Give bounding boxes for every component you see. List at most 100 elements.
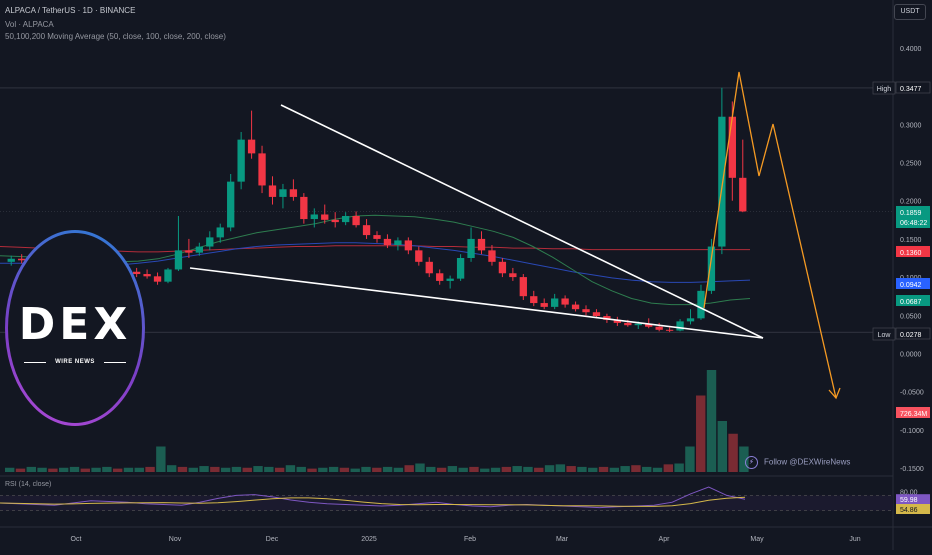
volume-bar (436, 467, 447, 472)
candle-body (488, 250, 496, 262)
price-label-tag-text: High (877, 86, 892, 93)
candle-body (331, 219, 339, 223)
volume-bar (501, 466, 512, 472)
candle-body (571, 304, 580, 310)
rsi-band (0, 495, 893, 511)
candle-body (686, 318, 695, 322)
price-tick-label: 0.2500 (900, 161, 922, 168)
price-label-box (896, 278, 930, 289)
time-tick-label: Oct (71, 536, 82, 543)
volume-bar (415, 463, 425, 472)
candle-body (415, 250, 423, 262)
rsi-ma-line (0, 496, 746, 507)
projection-arrowhead (828, 387, 841, 400)
volume-bar (242, 467, 252, 472)
time-tick-label: Feb (464, 536, 476, 543)
candle-body (436, 273, 444, 281)
price-tick-label: 0.3000 (900, 122, 922, 129)
candle-body (697, 290, 705, 319)
currency-button[interactable]: USDT (894, 4, 926, 20)
price-tick-label: -0.1500 (900, 466, 924, 473)
candle-body (227, 181, 235, 228)
volume-bar (685, 446, 695, 472)
price-tick-label: -0.1000 (900, 428, 924, 435)
follow-badge[interactable]: ⚡ Follow @DEXWireNews (745, 456, 850, 469)
candle-body (247, 139, 256, 154)
candle-body (540, 303, 548, 307)
volume-bar (426, 466, 436, 472)
volume-bar (544, 465, 555, 472)
candle-body (634, 323, 642, 326)
price-label-value: 0.3477 (900, 86, 922, 93)
candle-body (665, 329, 674, 331)
time-tick-label: 2025 (361, 536, 377, 543)
volume-bar (674, 463, 684, 472)
volume-bar (577, 466, 587, 472)
candle-body (519, 277, 527, 297)
candle-body (456, 258, 465, 279)
candle-body (592, 312, 601, 317)
volume-bar (663, 464, 674, 472)
volume-bar (156, 446, 166, 472)
candle-body (582, 309, 590, 313)
price-label-value: 726.34M (900, 411, 927, 418)
time-tick-label: Dec (266, 536, 279, 543)
candle-body (655, 326, 663, 330)
time-tick-label: Nov (169, 536, 182, 543)
volume-bar (469, 466, 479, 472)
volume-bar (696, 395, 706, 472)
candle-body (645, 323, 653, 327)
volume-bar (393, 467, 404, 472)
volume-bar (480, 468, 490, 472)
price-tick-label: 0.4000 (900, 46, 922, 53)
candle-body (185, 250, 193, 253)
candle-body (352, 216, 360, 226)
candle-body (425, 261, 433, 274)
rsi-value-box (896, 494, 930, 505)
candle-body (268, 185, 277, 197)
volume-bar (231, 466, 242, 472)
volume-bar (5, 467, 15, 472)
price-label-value: 0.1859 (900, 210, 922, 217)
price-label-box (896, 407, 930, 418)
volume-bar (58, 467, 69, 472)
lightning-icon: ⚡ (745, 456, 758, 469)
price-label-tag-text: Low (878, 332, 892, 339)
candle-body (551, 298, 559, 307)
candle-body (164, 269, 172, 282)
volume-bar (91, 467, 101, 472)
candle-body (383, 238, 392, 246)
candle-body (289, 189, 298, 197)
volume-bar (339, 467, 350, 472)
candle-body (613, 319, 622, 323)
price-label-tag (872, 327, 896, 341)
candle-body (237, 139, 245, 182)
volume-bar (177, 466, 188, 472)
price-label-box (896, 206, 930, 228)
candle-body (561, 298, 569, 305)
candle-body (216, 227, 224, 238)
volume-bar (588, 467, 598, 472)
volume-bar (15, 468, 26, 472)
dex-logo: DEX WIRE NEWS (5, 230, 145, 426)
rsi-label: RSI (14, close) (5, 481, 52, 488)
volume-bar (210, 466, 220, 472)
volume-bar (48, 468, 58, 472)
candle-body (300, 196, 308, 220)
candle-body (509, 273, 517, 278)
volume-bar (328, 466, 339, 472)
price-label-countdown: 06:48:22 (900, 220, 927, 227)
volume-bar (631, 465, 641, 472)
volume-bar (253, 466, 263, 472)
volume-bar (26, 466, 36, 472)
price-label-value: 0.0278 (900, 332, 922, 339)
candle-body (446, 278, 454, 281)
candle-body (707, 246, 716, 291)
volume-bar (620, 466, 630, 472)
rsi-ma-label: 54.86 (900, 507, 918, 514)
candle-body (404, 240, 413, 251)
volume-bar (609, 467, 620, 472)
volume-bar (188, 467, 198, 472)
volume-bar (404, 465, 414, 472)
